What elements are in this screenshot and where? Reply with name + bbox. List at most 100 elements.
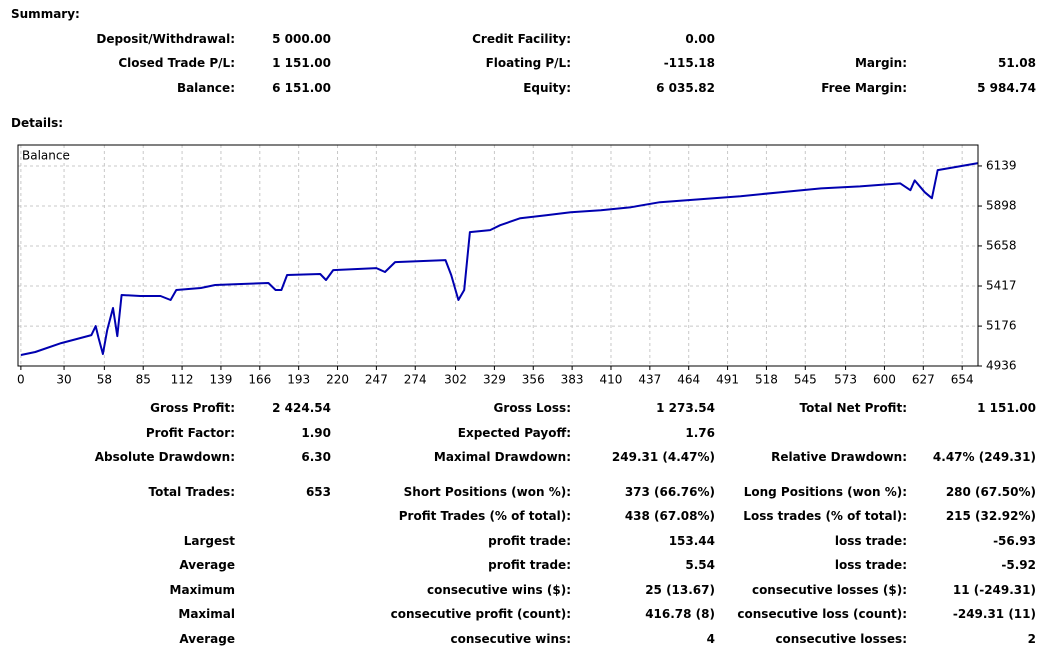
- value: 11 (-249.31): [952, 583, 1036, 597]
- label: profit trade:: [488, 558, 571, 572]
- value: 249.31 (4.47%): [611, 450, 715, 464]
- x-tick-label: 491: [716, 373, 739, 387]
- value: 5 984.74: [977, 81, 1036, 95]
- label: Profit Factor:: [145, 426, 235, 440]
- details-heading: Details:: [11, 116, 64, 130]
- value: 4.47% (249.31): [932, 450, 1036, 464]
- x-tick-label: 464: [677, 373, 700, 387]
- x-tick-label: 0: [17, 373, 25, 387]
- label: profit trade:: [488, 534, 571, 548]
- value: 1 273.54: [656, 401, 715, 415]
- label: consecutive loss (count):: [737, 607, 907, 621]
- label: loss trade:: [834, 534, 907, 548]
- label: Free Margin:: [821, 81, 907, 95]
- value: 25 (13.67): [645, 583, 715, 597]
- value: 5 000.00: [272, 32, 331, 46]
- value: 1.76: [685, 426, 715, 440]
- value: 438 (67.08%): [624, 509, 715, 523]
- label: Maximal Drawdown:: [433, 450, 571, 464]
- value: 0.00: [685, 32, 715, 46]
- label: consecutive wins:: [450, 632, 571, 646]
- y-tick-label: 5176: [986, 319, 1017, 333]
- value: 2 424.54: [272, 401, 331, 415]
- label: consecutive profit (count):: [390, 607, 571, 621]
- x-tick-label: 600: [873, 373, 896, 387]
- x-tick-label: 247: [365, 373, 388, 387]
- label: Profit Trades (% of total):: [398, 509, 571, 523]
- x-tick-label: 329: [483, 373, 506, 387]
- value: 5.54: [685, 558, 715, 572]
- value: -56.93: [993, 534, 1036, 548]
- value: 215 (32.92%): [945, 509, 1036, 523]
- plot-frame: [17, 144, 979, 367]
- value: 1 151.00: [977, 401, 1036, 415]
- x-tick-label: 545: [794, 373, 817, 387]
- x-tick-label: 410: [600, 373, 623, 387]
- label: Gross Profit:: [150, 401, 235, 415]
- y-tick-label: 5658: [986, 238, 1017, 252]
- label: consecutive losses:: [775, 632, 907, 646]
- label: Total Net Profit:: [799, 401, 907, 415]
- x-tick-label: 627: [912, 373, 935, 387]
- label: Loss trades (% of total):: [743, 509, 907, 523]
- y-tick-label: 5898: [986, 199, 1017, 213]
- value: 6 151.00: [272, 81, 331, 95]
- label: Closed Trade P/L:: [118, 56, 235, 70]
- label: Margin:: [854, 56, 907, 70]
- label: Short Positions (won %):: [403, 485, 571, 499]
- plot-area: [18, 145, 978, 366]
- label: Total Trades:: [148, 485, 235, 499]
- legend-entry: Balance: [22, 149, 70, 163]
- label: consecutive wins ($):: [426, 583, 571, 597]
- y-tick-label: 4936: [986, 359, 1017, 373]
- x-tick-label: 573: [834, 373, 857, 387]
- x-tick-label: 220: [326, 373, 349, 387]
- value: 153.44: [668, 534, 715, 548]
- value: 6 035.82: [656, 81, 715, 95]
- summary-heading: Summary:: [11, 7, 80, 21]
- label: Average: [179, 632, 235, 646]
- label: Deposit/Withdrawal:: [96, 32, 235, 46]
- label: Long Positions (won %):: [743, 485, 907, 499]
- x-tick-label: 58: [97, 373, 112, 387]
- x-tick-label: 112: [171, 373, 194, 387]
- label: Balance:: [176, 81, 235, 95]
- x-tick-label: 383: [561, 373, 584, 387]
- x-tick-label: 274: [404, 373, 427, 387]
- balance-chart: 4936 5176 5417 5658 5898 6139 0 30 58 85 112 139 166…: [17, 144, 1017, 387]
- value: -115.18: [663, 56, 715, 70]
- label: Maximal: [178, 607, 235, 621]
- label: consecutive losses ($):: [751, 583, 907, 597]
- value: 51.08: [998, 56, 1036, 70]
- label: Largest: [183, 534, 235, 548]
- x-tick-label: 166: [248, 373, 271, 387]
- x-tick-label: 139: [209, 373, 232, 387]
- value: 1.90: [301, 426, 331, 440]
- label: Equity:: [523, 81, 571, 95]
- y-tick-label: 6139: [986, 158, 1017, 172]
- label: Average: [179, 558, 235, 572]
- x-tick-label: 302: [444, 373, 467, 387]
- label: Credit Facility:: [472, 32, 571, 46]
- value: 373 (66.76%): [624, 485, 715, 499]
- value: 4: [706, 632, 715, 646]
- x-tick-label: 518: [755, 373, 778, 387]
- value: 416.78 (8): [645, 607, 715, 621]
- value: -5.92: [1001, 558, 1036, 572]
- balance-line: [20, 162, 979, 356]
- label: Gross Loss:: [493, 401, 571, 415]
- y-tick-label: 5417: [986, 279, 1017, 293]
- value: 2: [1027, 632, 1036, 646]
- label: Floating P/L:: [485, 56, 571, 70]
- x-tick-label: 654: [951, 373, 974, 387]
- value: -249.31 (11): [952, 607, 1036, 621]
- x-tick-label: 193: [287, 373, 310, 387]
- label: Expected Payoff:: [457, 426, 571, 440]
- value: 6.30: [301, 450, 331, 464]
- value: 653: [305, 485, 331, 499]
- label: Relative Drawdown:: [771, 450, 907, 464]
- x-tick-label: 85: [136, 373, 151, 387]
- x-tick-label: 437: [638, 373, 661, 387]
- value: 1 151.00: [272, 56, 331, 70]
